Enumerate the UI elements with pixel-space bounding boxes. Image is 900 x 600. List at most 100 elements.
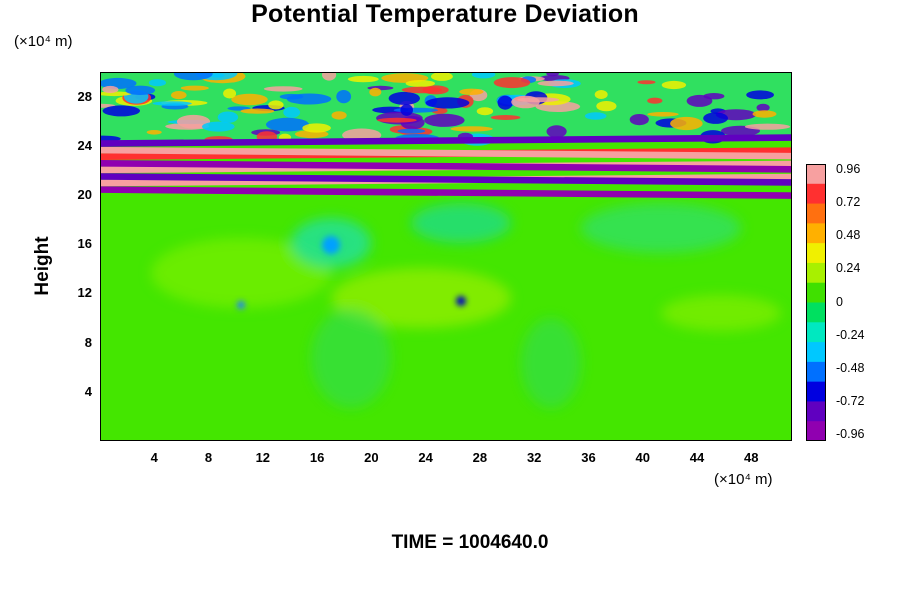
wave-blob [171,91,187,100]
wave-blob [629,114,649,126]
colorbar-swatch [806,322,826,343]
colorbar-swatch [806,203,826,224]
wave-blob [450,126,493,132]
y-tick-label: 12 [77,285,92,301]
wave-blob [336,90,352,104]
colorbar-swatch [806,262,826,284]
wave-blob [517,97,560,103]
wave-blob [202,121,235,132]
time-label: TIME = 1004640.0 [391,532,549,553]
colorbar-swatch [806,183,826,205]
wave-blob [670,116,703,131]
wave-blob [746,90,774,100]
colorbar-swatch [806,243,826,264]
colorbar-tick-label: 0 [836,294,843,309]
wave-blob [388,91,420,105]
wave-blob [173,73,213,81]
plot-area [100,72,792,441]
colorbar-tick-label: 0.72 [836,195,861,210]
y-tick-label: 16 [77,236,92,252]
colorbar-swatch [806,361,826,383]
wave-blob [596,101,617,112]
x-tick-label: 24 [418,450,433,465]
wave-blob [283,106,301,118]
wave-blob [686,94,713,107]
wave-blob [322,73,337,81]
wave-blob [347,75,379,83]
colorbar-border [806,164,826,441]
wave-blob [401,86,442,94]
y-tick-label: 28 [77,88,92,104]
lower-field-features [151,203,781,408]
wave-blob [476,107,494,116]
wave-blob [424,113,465,127]
colorbar-swatch [806,381,826,402]
wave-blob [397,128,426,134]
colorbar-swatch [806,223,826,244]
wave-blob [369,87,382,97]
colorbar [806,164,826,441]
vortex-features [237,236,466,309]
y-tick-label: 24 [77,137,92,153]
wave-blob [286,93,332,105]
wave-blob [546,73,559,77]
band-stripe [101,173,791,186]
band-stripe [101,186,791,199]
wave-blob [302,123,331,133]
colorbar-swatch [806,302,826,323]
colorbar-swatch [806,342,826,363]
y-axis-unit: (×10⁴ m) [14,33,73,50]
wave-blob [744,123,791,130]
wave-blob [152,101,192,106]
wave-blob [752,110,777,118]
colorbar-tick-label: -0.96 [836,427,865,441]
x-tick-label: 4 [150,450,158,465]
wave-blob [400,104,414,116]
x-tick-label: 28 [472,450,488,465]
heatmap-field [101,73,791,440]
wave-blob [493,77,531,89]
band-stripe [101,146,791,160]
wave-blob [703,112,728,124]
y-tick-label: 4 [84,383,92,399]
x-tick-label: 44 [689,450,705,465]
wave-blob [266,117,309,132]
x-tick-label: 40 [635,450,650,465]
colorbar-tick-label: -0.72 [836,393,865,408]
x-tick-label: 20 [364,450,379,465]
wave-blob [471,73,496,79]
wave-blob [647,112,679,117]
wave-blob [497,95,513,110]
stratosphere-bands [101,134,791,199]
y-tick-label: 8 [84,334,92,350]
wave-blob [405,80,435,87]
wave-blob [146,130,162,135]
x-tick-label: 48 [744,450,759,465]
wave-blob [217,111,239,123]
colorbar-tick-label: -0.48 [836,360,865,375]
wave-blob [377,117,417,123]
wave-blob [594,90,608,99]
wave-blob [459,88,484,95]
wave-blob [102,105,140,117]
wave-blob [584,112,607,120]
wave-blob [223,88,237,99]
wave-blob [263,86,303,92]
colorbar-tick-label: 0.48 [836,228,861,243]
wave-blob [180,85,209,91]
wave-blob [102,85,119,94]
wave-blob [490,115,521,120]
wave-blob [125,85,156,95]
wave-blob [661,80,687,90]
wave-blob [240,108,275,114]
x-tick-label: 36 [581,450,596,465]
y-tick-label: 20 [77,187,92,202]
band-stripe [101,134,791,147]
x-tick-label: 16 [309,450,325,465]
wave-blob [647,97,663,104]
wave-blob [430,73,453,81]
colorbar-tick-label: -0.24 [836,327,865,342]
colorbar-swatch [806,401,826,422]
x-tick-label: 8 [204,450,213,465]
wave-blob [148,79,166,87]
